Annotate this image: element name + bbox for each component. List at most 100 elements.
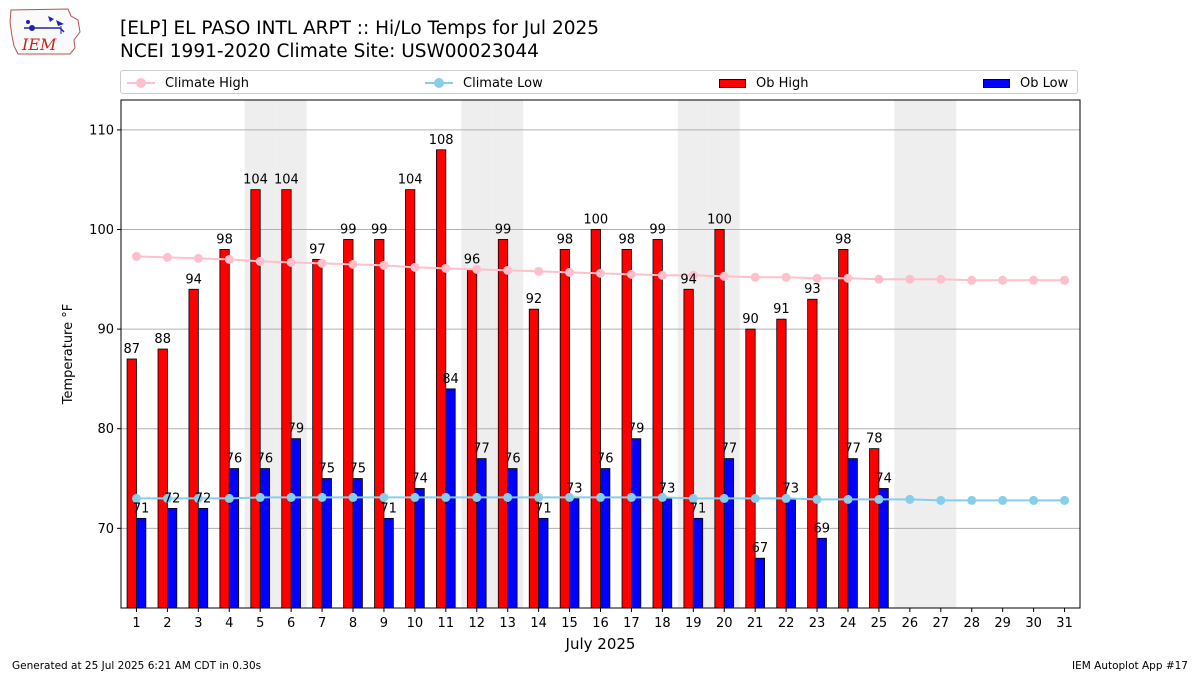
ob-high-label: 87	[123, 342, 140, 357]
title-line-2: NCEI 1991-2020 Climate Site: USW00023044	[120, 41, 539, 62]
climate-high-point	[936, 274, 946, 284]
ob-low-bar	[538, 517, 549, 609]
ob-low-label: 75	[319, 462, 336, 477]
ob-low-label: 77	[844, 442, 861, 457]
ob-high-label: 99	[495, 222, 512, 237]
x-tick-label: 25	[871, 616, 888, 631]
climate-low-point	[348, 492, 358, 502]
ob-high-label: 99	[371, 222, 388, 237]
x-tick-label: 24	[840, 616, 857, 631]
climate-low-point	[1060, 495, 1070, 505]
ob-high-label: 91	[773, 302, 790, 317]
x-tick-label: 26	[902, 616, 919, 631]
chart-title: [ELP] EL PASO INTL ARPT :: Hi/Lo Temps f…	[120, 17, 599, 63]
ob-high-label: 97	[309, 242, 326, 257]
climate-high-point	[565, 267, 575, 277]
climate-low-point	[905, 494, 915, 504]
climate-high-point	[750, 272, 760, 282]
ob-low-swatch	[983, 78, 1010, 88]
climate-high-point	[503, 265, 513, 275]
climate-high-point	[193, 253, 203, 263]
x-tick-label: 1	[132, 616, 140, 631]
ob-high-label: 98	[835, 232, 852, 247]
ob-low-bar	[692, 517, 704, 609]
ob-low-label: 72	[195, 491, 212, 506]
ob-high-bar	[281, 189, 292, 609]
ob-low-bar	[600, 468, 611, 609]
climate-low-point	[998, 495, 1008, 505]
legend-item-climate-high: Climate High	[127, 74, 249, 92]
weekend-band	[925, 100, 957, 608]
ob-low-label: 77	[721, 442, 738, 457]
climate-low-point	[843, 494, 853, 504]
ob-low-bar	[136, 517, 147, 609]
ob-high-bar	[590, 229, 601, 609]
ob-high-label: 93	[804, 282, 821, 297]
x-tick-label: 29	[994, 616, 1011, 631]
ob-high-label: 94	[185, 272, 202, 287]
ob-low-label: 75	[349, 462, 366, 477]
climate-high-point	[441, 263, 451, 273]
climate-high-point	[1060, 275, 1070, 285]
climate-high-point	[1029, 275, 1039, 285]
climate-low-point	[750, 493, 760, 503]
ob-high-bar	[219, 249, 230, 609]
climate-low-point	[936, 495, 946, 505]
ob-low-bar	[847, 458, 858, 609]
ob-low-label: 69	[813, 521, 830, 536]
bar-value-labels: 87 88 94 98 104 104 97 99 99 104 108 96 99 92 98 100 98 9…	[123, 133, 891, 556]
ob-high-swatch	[719, 78, 746, 88]
climate-high-point	[719, 271, 729, 281]
climate-high-point	[317, 258, 327, 268]
y-tick-label: 70	[97, 522, 114, 537]
ob-low-label: 76	[504, 452, 521, 467]
x-tick-label: 8	[349, 616, 357, 631]
legend-label-ob-low: Ob Low	[1020, 75, 1069, 91]
ob-low-label: 74	[875, 471, 892, 486]
climate-high-point	[410, 262, 420, 272]
ob-low-label: 76	[597, 452, 614, 467]
climate-low-point	[626, 492, 636, 502]
climate-high-point	[596, 268, 605, 278]
climate-high-point	[905, 274, 915, 284]
ob-low-label: 76	[226, 452, 243, 467]
ob-high-bar	[466, 268, 478, 609]
ob-high-label: 94	[680, 272, 697, 287]
ob-high-bar	[745, 328, 756, 609]
x-tick-label: 2	[163, 616, 171, 631]
climate-low-point	[534, 492, 544, 502]
climate-low-point	[131, 493, 141, 503]
ob-high-label: 100	[707, 212, 732, 227]
climate-low-point	[503, 492, 513, 502]
ob-low-bar	[569, 498, 580, 609]
app-credit: IEM Autoplot App #17	[1072, 660, 1188, 672]
x-tick-label: 17	[623, 616, 640, 631]
ob-high-label: 78	[866, 432, 883, 447]
ob-low-label: 71	[380, 501, 397, 516]
ob-low-label: 71	[133, 501, 150, 516]
ob-high-bar	[188, 288, 199, 609]
climate-high-point	[657, 270, 667, 280]
ob-low-label: 71	[535, 501, 552, 516]
x-tick-label: 28	[963, 616, 980, 631]
climate-high-point	[688, 270, 698, 280]
ob-high-label: 98	[557, 232, 574, 247]
climate-high-point	[781, 272, 791, 282]
legend-label-climate-low: Climate Low	[463, 75, 543, 91]
ob-high-label: 99	[649, 222, 666, 237]
climate-high-point	[162, 252, 172, 262]
climate-low-point	[162, 493, 172, 503]
climate-high-point	[534, 266, 544, 276]
x-tick-label: 6	[287, 616, 295, 631]
ob-low-label: 73	[659, 481, 676, 496]
ob-low-bar	[197, 507, 209, 609]
x-tick-label: 31	[1056, 616, 1073, 631]
logo-text: IEM	[21, 35, 57, 54]
climate-high-point	[843, 273, 853, 283]
ob-low-bar	[290, 438, 301, 609]
x-tick-label: 27	[933, 616, 950, 631]
ob-low-bar	[631, 438, 642, 609]
climate-low-point	[657, 492, 667, 502]
ob-low-label: 77	[473, 442, 490, 457]
